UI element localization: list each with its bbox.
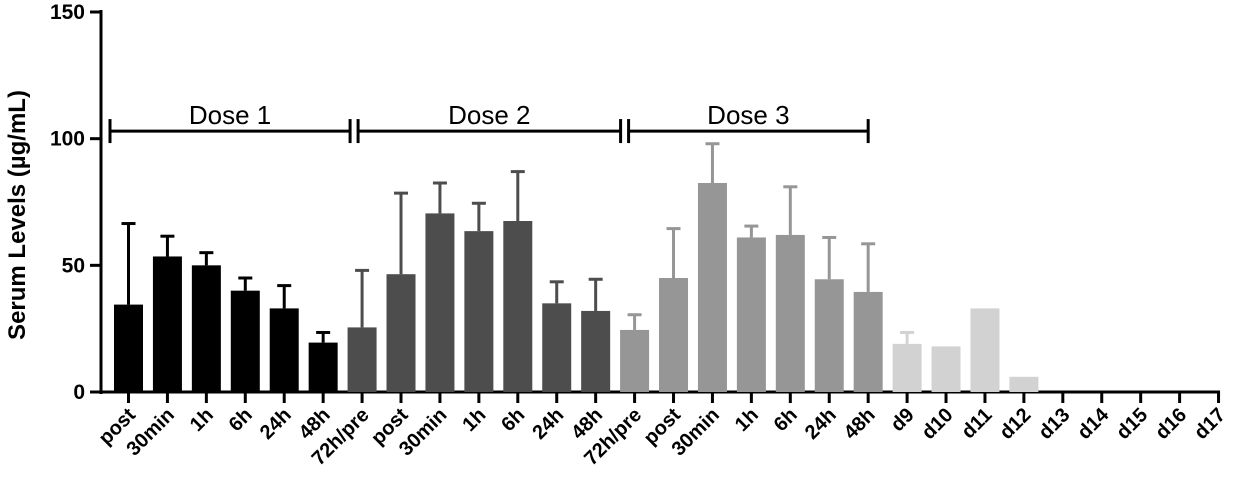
x-tick-label: d14 (1073, 403, 1114, 444)
x-tick-label: d16 (1151, 404, 1191, 444)
bar (736, 237, 766, 392)
error-bars-group (121, 142, 915, 344)
x-tick-label: 24h (256, 404, 296, 444)
bar (230, 290, 260, 392)
dose-label: Dose 3 (707, 100, 789, 130)
bar (814, 279, 844, 392)
bar (931, 346, 961, 392)
bar (114, 304, 143, 392)
bar (386, 274, 416, 392)
y-axis-label: Serum Levels (µg/mL) (4, 90, 31, 340)
x-tick-label: 1h (186, 404, 218, 436)
bars-group (114, 183, 1039, 392)
x-tick-label: d12 (995, 404, 1035, 444)
bar (425, 213, 455, 392)
x-tick-label: d9 (887, 404, 919, 436)
y-axis: 0 50 100 150 (50, 1, 103, 404)
bar (542, 303, 572, 392)
x-tick-label: d15 (1112, 404, 1152, 444)
x-tick-label: d10 (918, 404, 958, 444)
bar (347, 327, 377, 392)
dose-label: Dose 1 (189, 100, 271, 130)
bar (308, 342, 338, 392)
bar (697, 183, 727, 392)
bar (892, 343, 922, 392)
x-tick-label: 48h (840, 404, 880, 444)
bar (775, 234, 805, 392)
bar (152, 256, 182, 392)
y-tick-label: 50 (62, 254, 85, 277)
dose-brackets: Dose 1 Dose 2 Dose 3 (108, 100, 870, 144)
y-tick-label: 0 (73, 381, 85, 404)
y-tick-label: 150 (50, 1, 85, 24)
bar (620, 329, 650, 392)
x-tick-label: 24h (801, 404, 841, 444)
x-tick-label: 24h (528, 404, 568, 444)
bar (853, 291, 883, 392)
y-tick-label: 100 (50, 128, 85, 151)
bar (581, 310, 611, 392)
bar (191, 265, 221, 392)
x-tick-label: d13 (1034, 404, 1074, 444)
dose-label: Dose 2 (448, 100, 530, 130)
x-tick-label: 1h (731, 404, 763, 436)
x-tick-label: 6h (770, 404, 802, 436)
x-tick-label: 1h (458, 404, 490, 436)
x-tick-label: 6h (497, 404, 529, 436)
bar (970, 308, 1000, 392)
bar (269, 308, 299, 392)
bar (1009, 376, 1039, 392)
x-tick-label: d11 (957, 404, 996, 443)
bar (659, 278, 689, 392)
x-tick-label: d17 (1190, 404, 1230, 444)
x-tick-label: 6h (225, 404, 257, 436)
bar (464, 231, 494, 392)
bar (503, 221, 533, 392)
